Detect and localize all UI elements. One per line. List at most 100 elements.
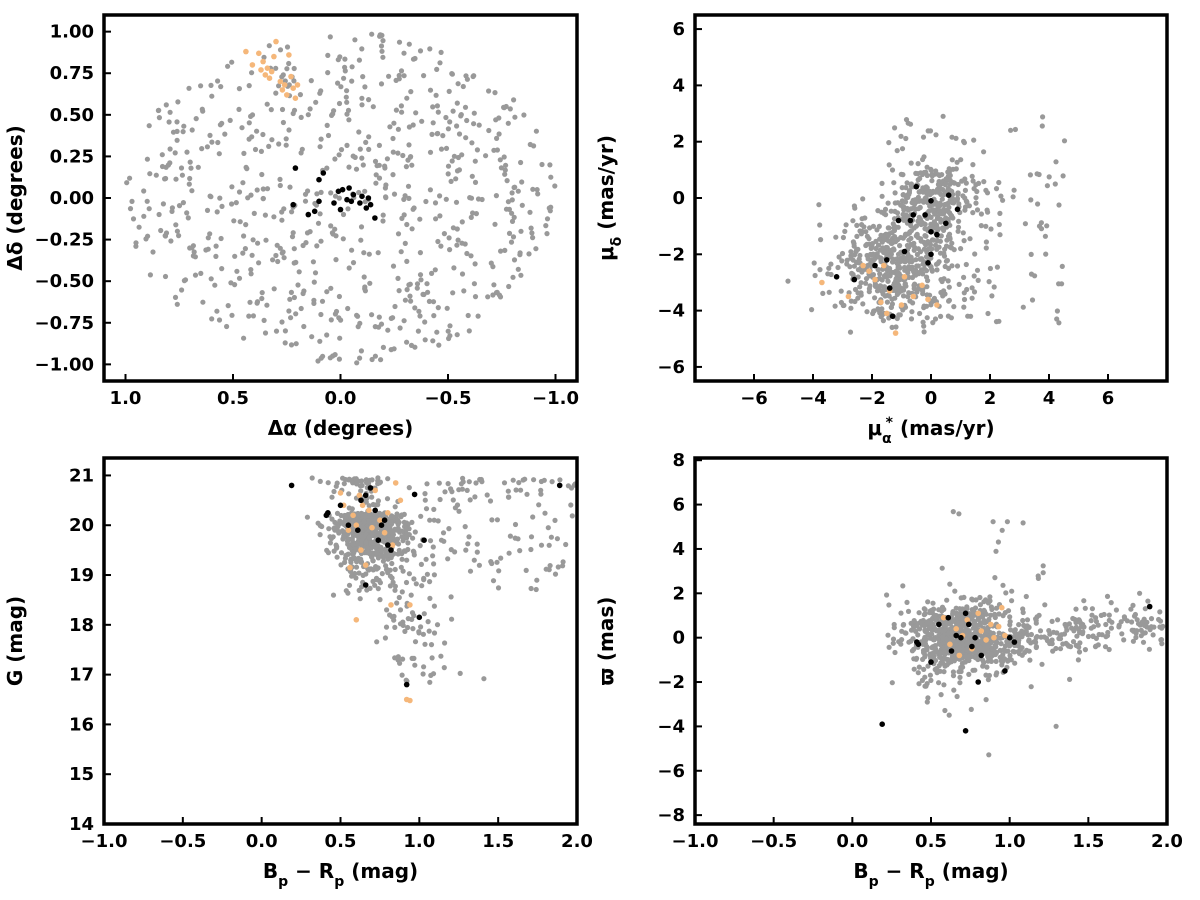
field-star-point xyxy=(526,251,532,257)
field-star-point xyxy=(400,538,406,544)
highlight-point xyxy=(884,310,890,317)
field-star-point xyxy=(988,604,995,610)
field-star-point xyxy=(912,200,918,207)
field-star-point xyxy=(375,542,381,549)
field-star-point xyxy=(946,231,953,237)
field-star-point xyxy=(521,112,527,118)
field-star-point xyxy=(940,660,946,666)
field-star-point xyxy=(994,264,1001,270)
y-tick-label: −6 xyxy=(657,357,685,378)
field-star-point xyxy=(1093,643,1099,649)
member-point xyxy=(362,582,369,588)
field-star-point xyxy=(515,266,521,272)
field-star-point xyxy=(203,247,209,253)
field-star-point xyxy=(263,237,269,243)
field-star-point xyxy=(998,193,1004,199)
field-star-point xyxy=(167,109,173,115)
field-star-point xyxy=(963,261,969,268)
field-star-point xyxy=(848,255,854,261)
field-star-point xyxy=(299,146,305,152)
field-star-point xyxy=(479,196,485,203)
field-star-point xyxy=(858,231,865,237)
field-star-point xyxy=(983,697,989,703)
field-star-point xyxy=(184,210,190,216)
y-tick-label: −4 xyxy=(657,301,685,322)
field-star-point xyxy=(1007,622,1013,628)
field-star-point xyxy=(872,283,879,289)
field-star-point xyxy=(1027,172,1033,178)
field-star-point xyxy=(160,201,166,207)
field-star-point xyxy=(911,666,917,672)
field-star-point xyxy=(902,304,909,310)
field-star-point xyxy=(974,267,981,273)
field-star-point xyxy=(144,198,150,204)
field-star-point xyxy=(1144,619,1150,625)
field-star-point xyxy=(491,282,497,288)
x-tick-label: 0.0 xyxy=(325,388,357,409)
field-star-point xyxy=(864,263,871,269)
field-star-point xyxy=(940,186,946,193)
member-point xyxy=(945,614,952,621)
member-point xyxy=(948,648,955,654)
x-tick-label: 4 xyxy=(1043,388,1056,409)
field-star-point xyxy=(296,269,302,275)
field-star-point xyxy=(1067,676,1073,683)
field-star-point xyxy=(396,39,403,45)
field-star-point xyxy=(471,121,477,127)
member-point xyxy=(320,170,327,176)
field-star-point xyxy=(918,269,924,275)
field-star-point xyxy=(916,681,922,687)
highlight-point xyxy=(910,293,917,300)
field-star-point xyxy=(389,560,395,567)
field-star-point xyxy=(398,564,404,570)
member-point xyxy=(928,229,934,235)
field-star-point xyxy=(1146,646,1152,652)
member-point xyxy=(325,510,331,516)
highlight-point xyxy=(353,617,360,623)
field-star-point xyxy=(318,136,324,142)
field-star-point xyxy=(914,289,920,295)
field-star-point xyxy=(459,219,465,225)
field-star-point xyxy=(1082,647,1088,653)
field-star-point xyxy=(293,341,299,347)
field-star-point xyxy=(488,260,494,266)
field-star-point xyxy=(146,206,152,212)
field-star-point xyxy=(938,692,944,698)
field-star-point xyxy=(886,644,892,650)
field-star-point xyxy=(397,621,404,627)
field-star-point xyxy=(430,299,437,305)
field-star-point xyxy=(917,310,923,317)
field-star-point xyxy=(398,103,404,109)
field-star-point xyxy=(974,207,981,213)
scatter-marks xyxy=(288,475,577,704)
field-star-point xyxy=(1008,127,1014,133)
field-star-point xyxy=(222,131,228,137)
field-star-point xyxy=(812,272,818,279)
y-tick-label: −0.25 xyxy=(35,230,95,251)
field-star-point xyxy=(359,512,365,518)
field-star-point xyxy=(927,672,934,678)
field-star-point xyxy=(906,639,912,645)
field-star-point xyxy=(983,239,990,245)
field-star-point xyxy=(511,214,517,220)
field-star-point xyxy=(497,157,503,163)
field-star-point xyxy=(159,163,166,170)
field-star-point xyxy=(204,144,210,150)
field-star-point xyxy=(933,132,939,138)
field-star-point xyxy=(839,250,846,257)
field-star-point xyxy=(259,290,265,296)
field-star-point xyxy=(406,195,412,201)
field-star-point xyxy=(174,128,180,134)
member-point xyxy=(1002,668,1008,674)
field-star-point xyxy=(904,255,910,261)
field-star-point xyxy=(261,54,267,60)
field-star-point xyxy=(213,253,219,259)
field-star-point xyxy=(533,246,539,252)
field-star-point xyxy=(181,123,187,129)
field-star-point xyxy=(317,211,323,217)
field-star-point xyxy=(937,654,943,660)
field-star-point xyxy=(366,97,372,103)
field-star-point xyxy=(892,224,899,231)
field-star-point xyxy=(162,273,169,280)
field-star-point xyxy=(421,611,427,617)
